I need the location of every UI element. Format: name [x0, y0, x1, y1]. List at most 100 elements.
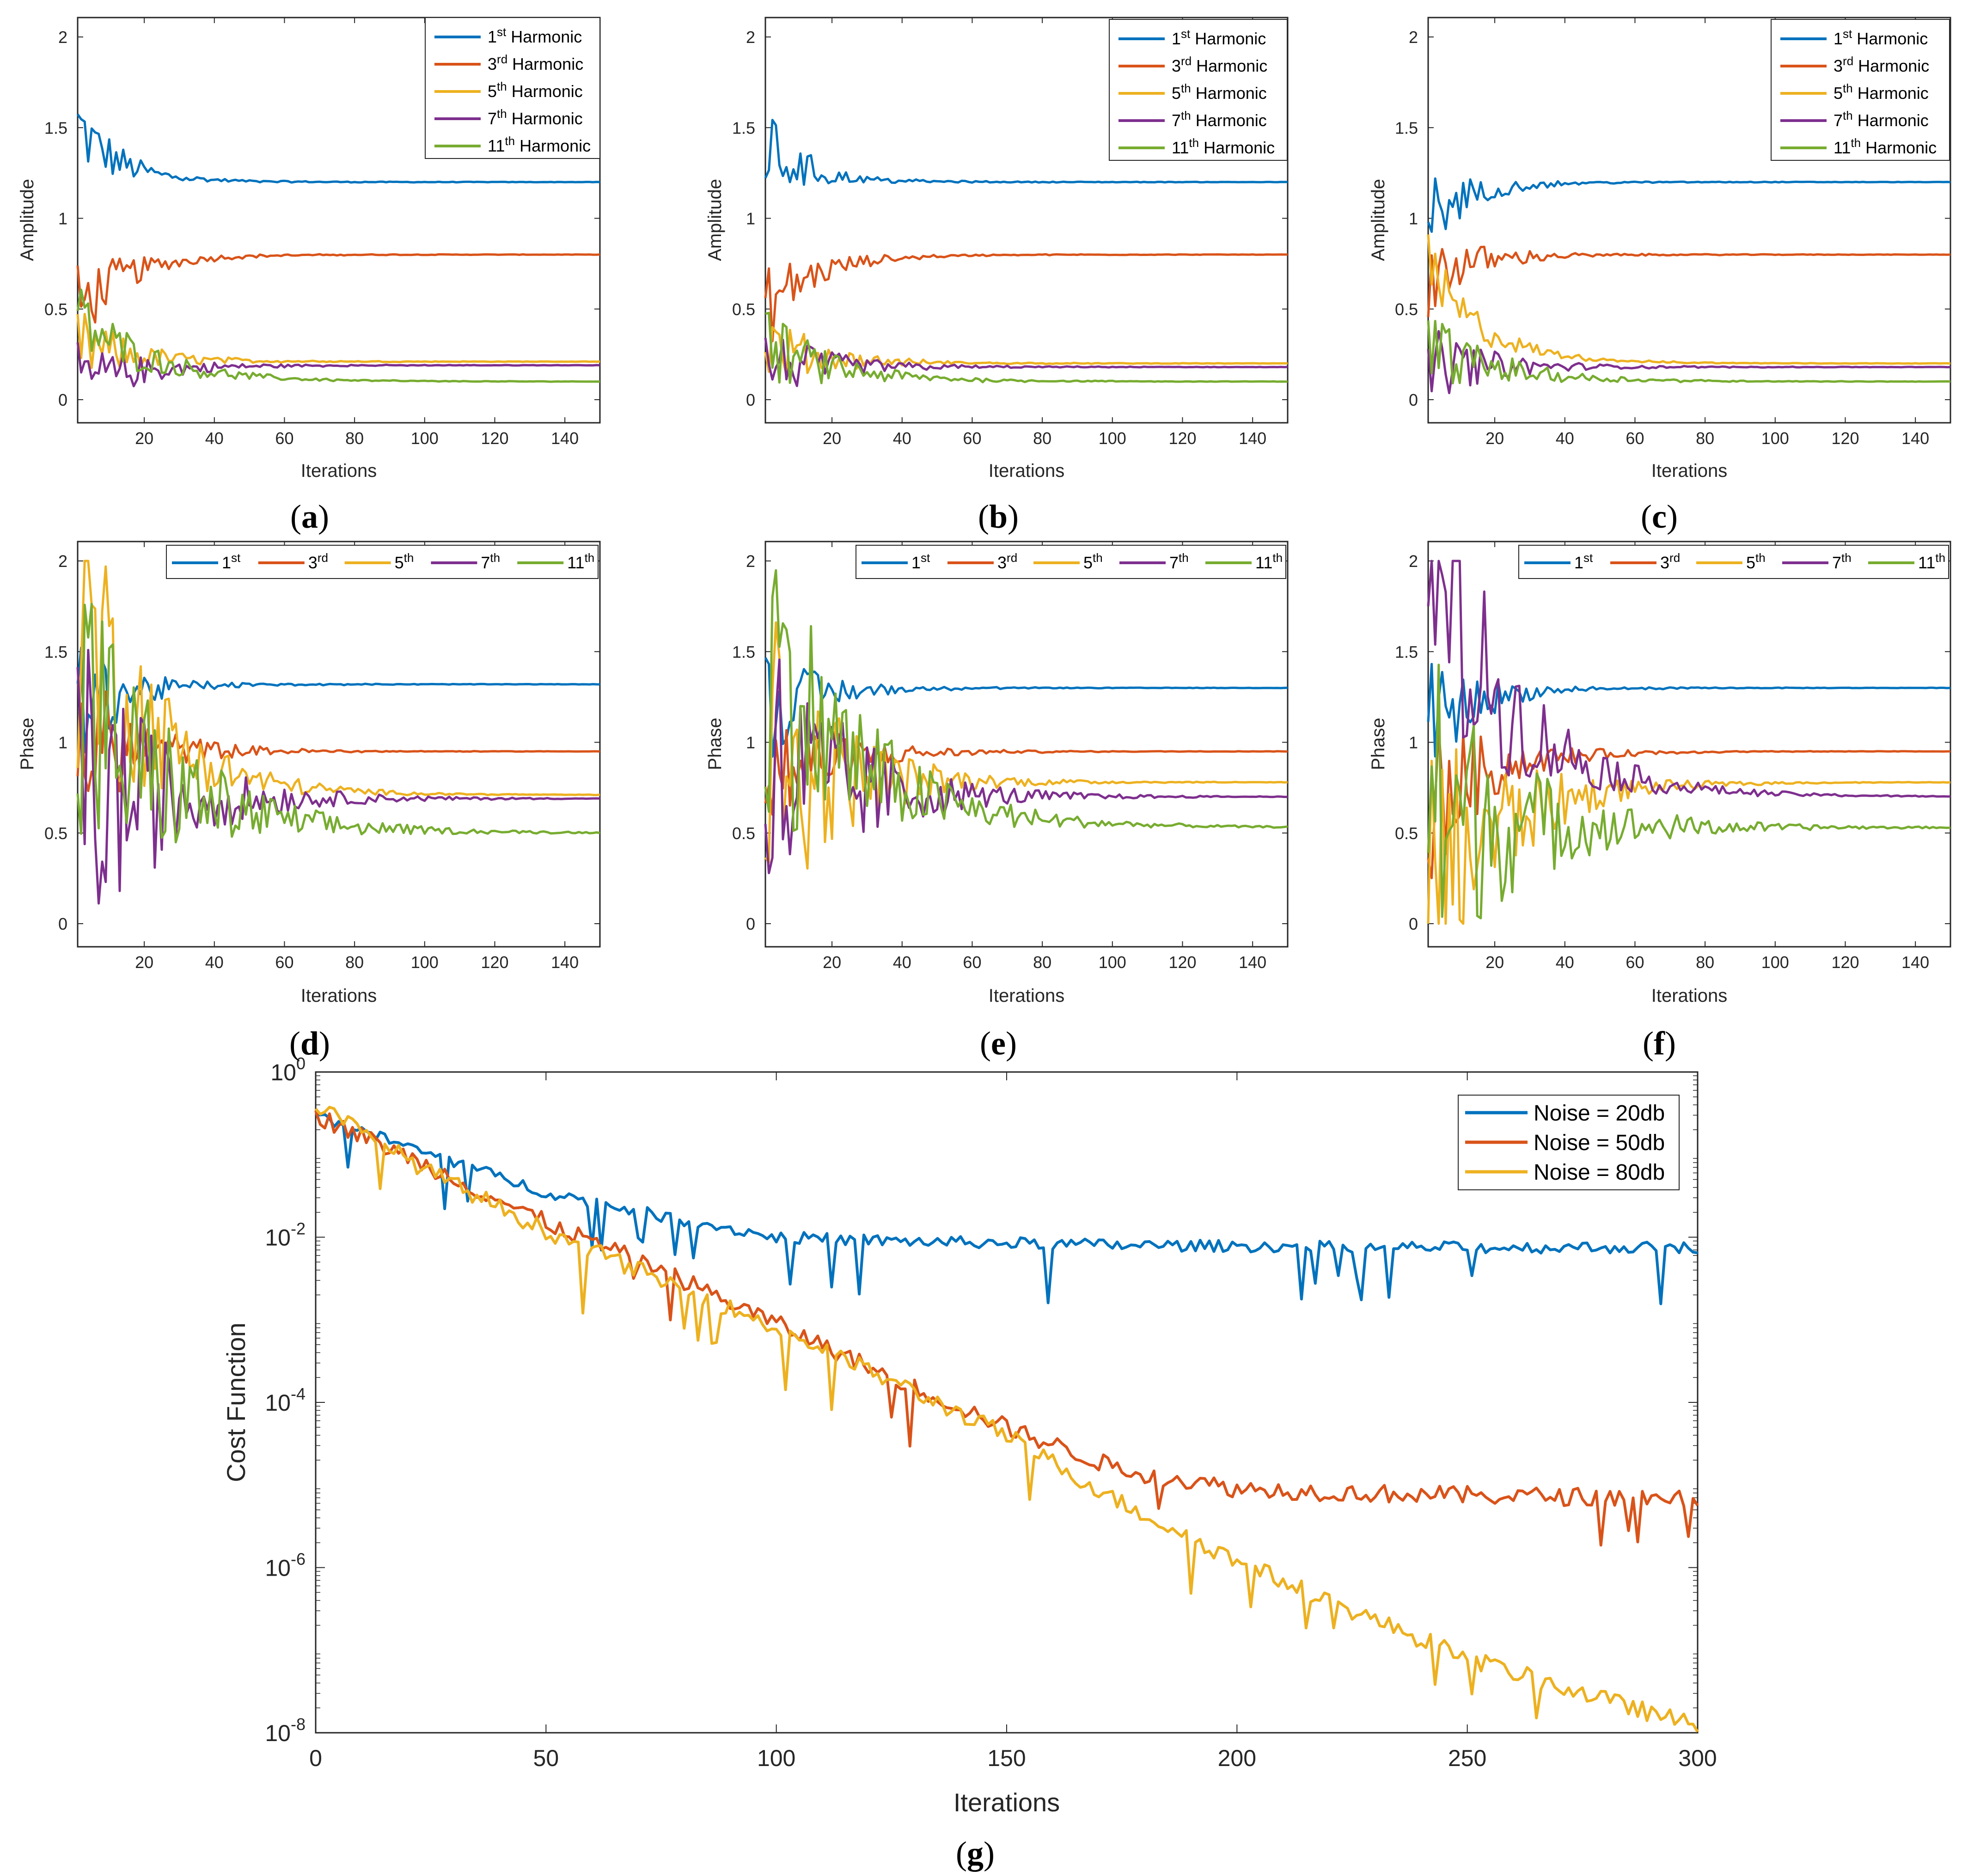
- legend-num: 7: [1169, 553, 1179, 572]
- legend-num: 7: [481, 553, 490, 572]
- x-tick-label: 100: [1761, 429, 1789, 448]
- legend-label: Harmonic: [515, 136, 591, 155]
- y-axis-label: Phase: [17, 718, 37, 770]
- legend-num: 1: [911, 553, 921, 572]
- legend-entry: 11th Harmonic: [1834, 136, 1937, 157]
- y-tick-label: 2: [58, 552, 67, 571]
- x-tick-label: 60: [963, 953, 981, 972]
- series-lines: [314, 1106, 1699, 1733]
- axes: 20 40 60 80 100 120 140 0 0.5 1 1.5 2: [44, 18, 600, 448]
- subplot-c: 20 40 60 80 100 120 140 0 0.5 1 1.5 2 Iterations Am…: [1368, 17, 1951, 481]
- legend-sup: st: [231, 551, 241, 565]
- legend-entry: 11th: [567, 551, 594, 572]
- y-axis-label: Phase: [705, 718, 725, 770]
- legend-entry: 7th Harmonic: [1172, 109, 1267, 130]
- x-axis-label: Iterations: [1651, 461, 1728, 481]
- x-tick-label: 0: [309, 1745, 322, 1771]
- series-line-noise-20db: [315, 1113, 1698, 1305]
- x-tick-label: 80: [345, 429, 364, 448]
- legend-label: Harmonic: [1191, 111, 1267, 130]
- legend-entry: 1st: [222, 551, 241, 572]
- series-line-5th: [76, 560, 600, 797]
- series-line-11th-harmonic: [765, 311, 1288, 384]
- legend-sup: rd: [497, 52, 507, 66]
- caption-letter: f: [1654, 1025, 1665, 1062]
- legend-num: 3: [308, 553, 318, 572]
- y-tick-label: 2: [58, 28, 67, 47]
- legend-sup: th: [497, 107, 507, 121]
- legend-num: 7: [1834, 111, 1843, 130]
- y-tick-label: 10-2: [265, 1219, 306, 1251]
- legend-num: 11: [1918, 553, 1935, 572]
- legend-num: 7: [488, 109, 497, 128]
- x-tick-label: 140: [1901, 429, 1929, 448]
- tick-base: 10: [265, 1225, 291, 1251]
- legend-label: Harmonic: [1853, 56, 1929, 75]
- x-tick-label: 140: [551, 953, 579, 972]
- legend-label: Harmonic: [507, 82, 583, 101]
- x-tick-label: 100: [757, 1745, 795, 1771]
- legend-entry: 3rd: [997, 551, 1017, 572]
- y-tick-label: 1.5: [44, 642, 67, 661]
- legend-sup: rd: [1007, 551, 1017, 565]
- x-tick-label: 100: [1761, 953, 1789, 972]
- x-tick-label: 120: [1168, 429, 1196, 448]
- legend-entry: 1st Harmonic: [1172, 27, 1266, 48]
- series-line-7th-harmonic: [76, 342, 600, 388]
- legend-entry: 5th Harmonic: [1834, 81, 1929, 103]
- legend-entry: 3rd Harmonic: [1834, 54, 1929, 75]
- caption-g: (g): [956, 1835, 995, 1872]
- x-tick-label: 20: [823, 953, 841, 972]
- legend-box: [425, 17, 600, 159]
- y-tick-label: 0.5: [44, 300, 67, 319]
- legend-num: 5: [395, 553, 404, 572]
- y-tick-label: 1: [1409, 209, 1418, 228]
- subplot-e: 20 40 60 80 100 120 140 0 0.5 1 1.5 2 Iterations Ph…: [705, 541, 1289, 1006]
- caption-letter: e: [991, 1025, 1006, 1062]
- legend-sup: th: [1093, 551, 1103, 565]
- legend-label: Harmonic: [1853, 84, 1929, 103]
- series-line-11th: [76, 603, 600, 844]
- x-tick-label: 40: [1556, 953, 1574, 972]
- legend-sup: th: [1189, 136, 1199, 150]
- legend: Noise = 20db Noise = 50db Noise = 80db: [1458, 1095, 1680, 1190]
- legend-label: Harmonic: [1190, 29, 1266, 48]
- series-line-1st-harmonic: [764, 119, 1288, 186]
- y-tick-label: 2: [1409, 28, 1418, 47]
- legend-sup: th: [1181, 81, 1191, 95]
- legend-num: 5: [1834, 84, 1843, 103]
- x-tick-label: 140: [1239, 953, 1266, 972]
- series-line-11th: [764, 569, 1288, 832]
- x-tick-label: 140: [551, 429, 579, 448]
- legend-num: 5: [1172, 84, 1181, 103]
- caption-f: (f): [1643, 1025, 1676, 1062]
- legend-entry: 3rd: [1660, 551, 1680, 572]
- series-line-7th-harmonic: [764, 337, 1288, 387]
- y-tick-label: 0: [58, 914, 67, 933]
- y-tick-label: 1.5: [1395, 642, 1418, 661]
- legend: 1st 3rd 5th 7th 11th: [856, 545, 1286, 579]
- legend-sup: th: [1755, 551, 1766, 565]
- x-tick-label: 60: [963, 429, 981, 448]
- legend-num: 11: [1172, 138, 1189, 157]
- legend-sup: th: [1181, 109, 1191, 122]
- x-tick-label: 120: [481, 429, 508, 448]
- tick-exp: 0: [296, 1054, 306, 1073]
- legend-sup: st: [921, 551, 930, 565]
- legend-sup: st: [1181, 27, 1191, 41]
- x-tick-label: 250: [1448, 1745, 1486, 1771]
- legend-num: 11: [1255, 553, 1272, 572]
- y-axis-label: Amplitude: [17, 179, 37, 261]
- x-tick-label: 200: [1218, 1745, 1256, 1771]
- legend-num: 11: [488, 136, 505, 155]
- series-line-7th: [1427, 560, 1951, 798]
- legend-entry: 11th: [1918, 551, 1945, 572]
- caption-c: (c): [1641, 498, 1678, 535]
- x-tick-label: 140: [1239, 429, 1266, 448]
- series-line-11th-harmonic: [1427, 320, 1951, 384]
- legend-num: 1: [1172, 29, 1181, 48]
- legend-entry: Noise = 20db: [1534, 1101, 1665, 1126]
